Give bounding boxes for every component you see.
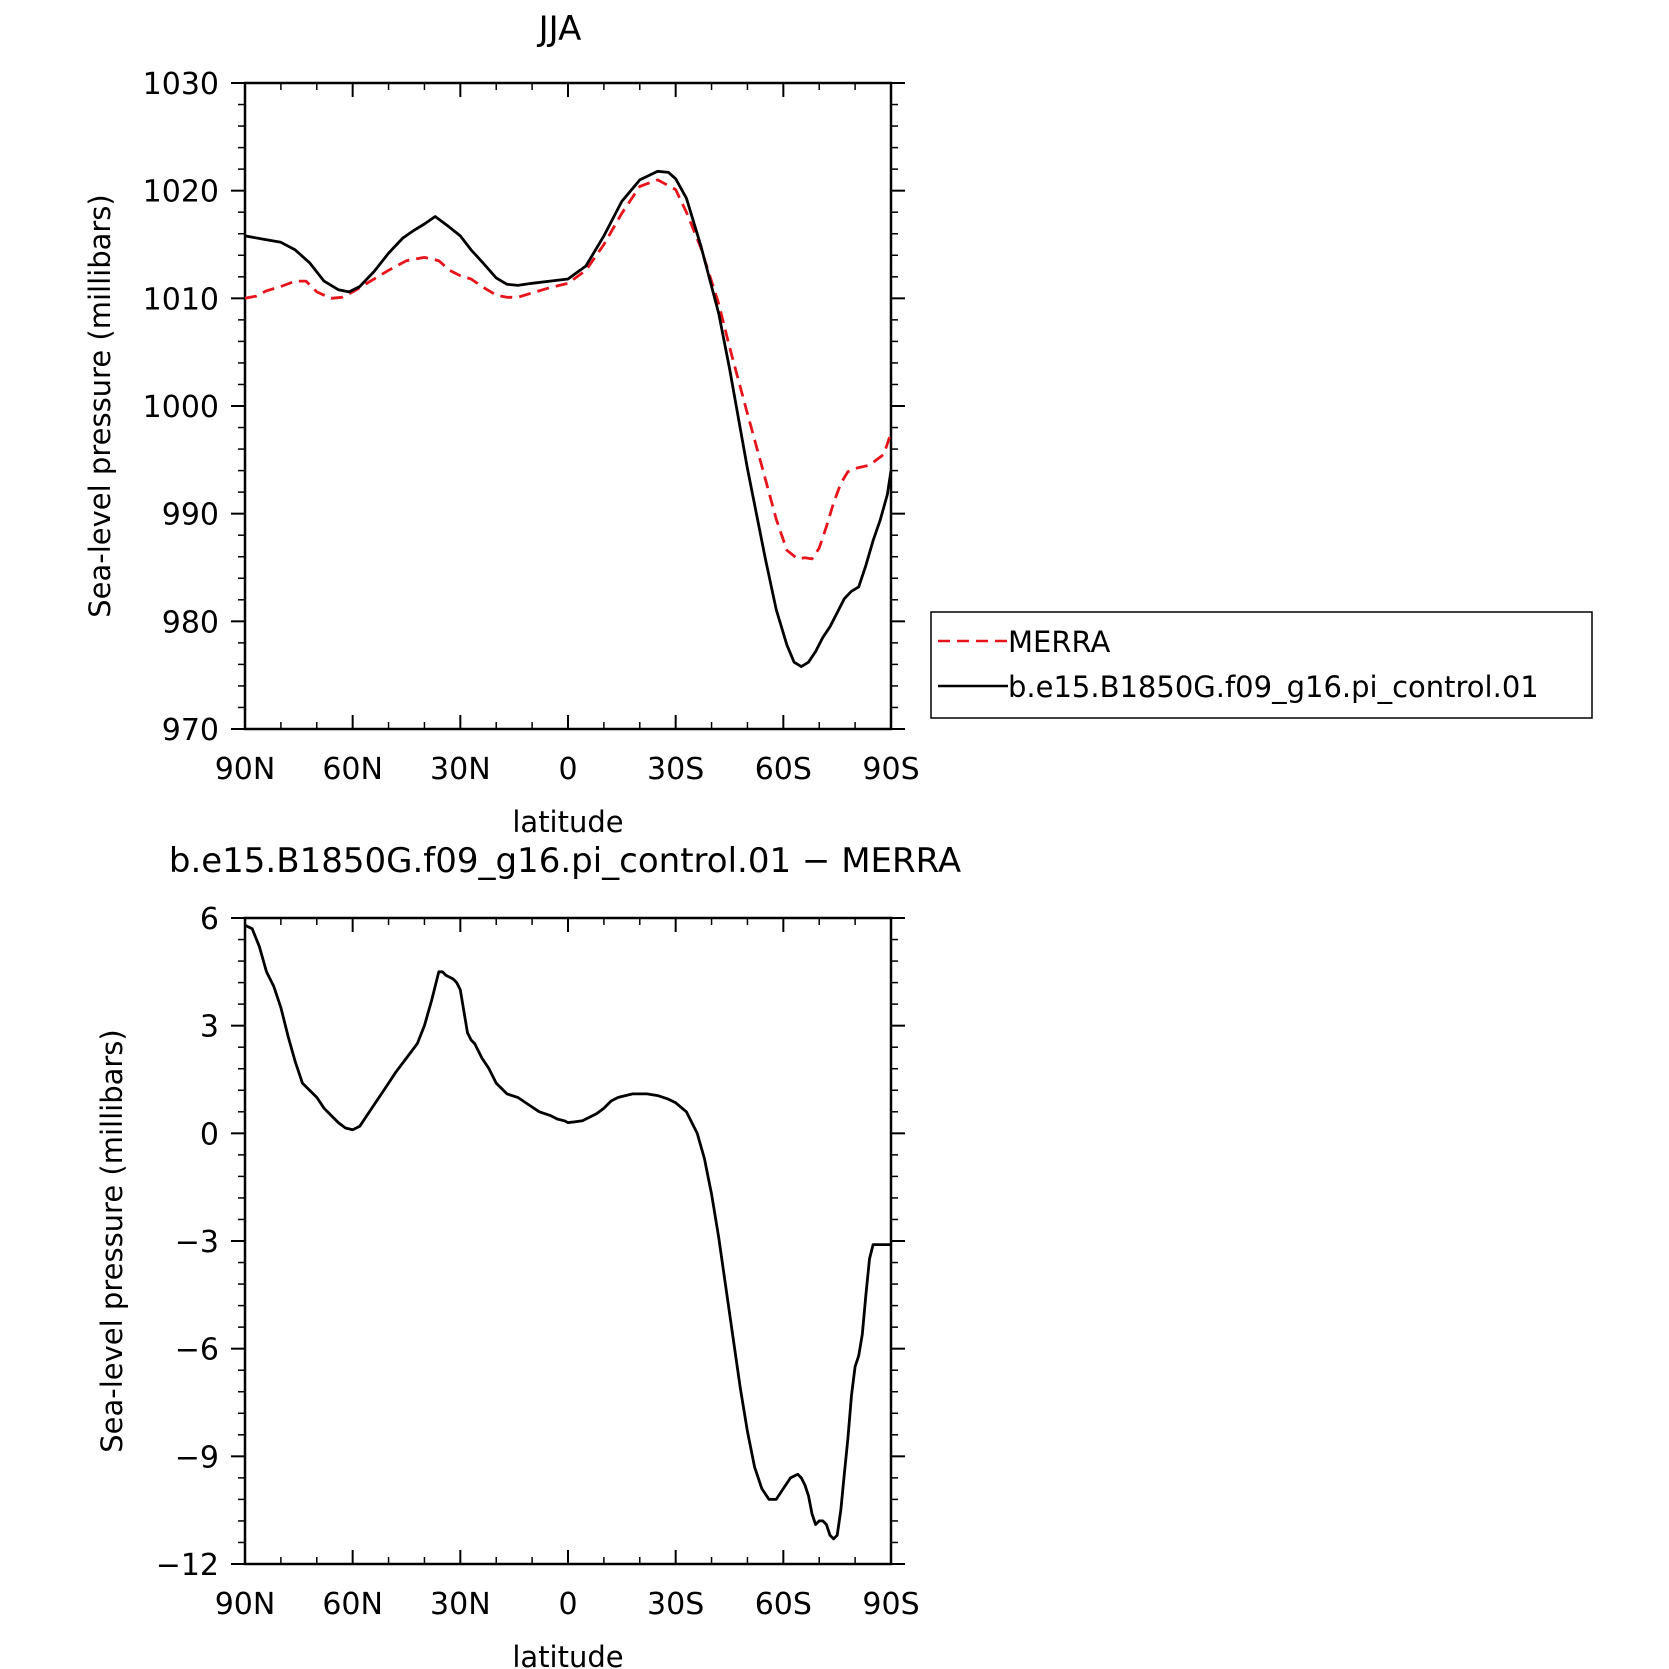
top-y-tick-label: 1000	[143, 390, 219, 425]
top-y-tick-label: 1010	[143, 282, 219, 317]
legend-label-model: b.e15.B1850G.f09_g16.pi_control.01	[1008, 670, 1539, 704]
bottom-series-line-0	[244, 923, 891, 1541]
top-x-tick-label: 60S	[755, 752, 812, 787]
top-y-tick-label: 1030	[143, 67, 219, 102]
top-x-tick-label: 90N	[215, 752, 276, 787]
bottom-x-tick-label: 30S	[647, 1587, 704, 1622]
top-series-line-0	[244, 178, 893, 561]
top-series-line-1	[244, 169, 893, 668]
bottom-y-tick-label: 6	[200, 902, 219, 937]
top-chart-title: JJA	[537, 9, 582, 49]
top-x-tick-label: 60N	[322, 752, 383, 787]
bottom-chart-title: b.e15.B1850G.f09_g16.pi_control.01 − MER…	[169, 841, 961, 881]
bottom-x-tick-label: 60S	[755, 1587, 812, 1622]
top-x-tick-label: 30S	[647, 752, 704, 787]
bottom-panel: b.e15.B1850G.f09_g16.pi_control.01 − MER…	[95, 841, 961, 1669]
top-y-tick-label: 990	[162, 498, 219, 533]
bottom-x-tick-label: 90N	[215, 1587, 276, 1622]
top-panel: JJA 90N 60N 30N 0 30S 60S 90S 970 980 990 1000 1010…	[83, 9, 920, 839]
bottom-x-tick-label: 0	[558, 1587, 577, 1622]
bottom-y-tick-label: −6	[175, 1333, 219, 1368]
top-x-tick-label: 0	[558, 752, 577, 787]
legend: MERRA b.e15.B1850G.f09_g16.pi_control.01	[930, 611, 1593, 719]
bottom-y-tick-label: −12	[156, 1548, 219, 1583]
top-plot-frame	[243, 81, 893, 731]
bottom-x-tick-label: 60N	[322, 1587, 383, 1622]
top-y-axis-label: Sea-level pressure (millibars)	[83, 194, 117, 617]
top-x-tick-label: 30N	[430, 752, 491, 787]
bottom-x-tick-label: 90S	[862, 1587, 919, 1622]
top-y-tick-label: 970	[162, 713, 219, 748]
legend-label-merra: MERRA	[1008, 625, 1110, 659]
bottom-y-tick-label: −3	[175, 1225, 219, 1260]
legend-frame	[930, 611, 1593, 719]
bottom-x-tick-label: 30N	[430, 1587, 491, 1622]
bottom-y-tick-label: 0	[200, 1117, 219, 1152]
bottom-y-tick-label: −9	[175, 1440, 219, 1475]
top-y-tick-label: 1020	[143, 175, 219, 210]
top-x-tick-label: 90S	[862, 752, 919, 787]
top-y-tick-label: 980	[162, 605, 219, 640]
bottom-x-axis-label: latitude	[512, 1640, 623, 1669]
bottom-y-axis-label: Sea-level pressure (millibars)	[95, 1029, 129, 1452]
bottom-y-tick-label: 3	[200, 1010, 219, 1045]
top-x-axis-label: latitude	[512, 805, 623, 839]
bottom-plot-frame	[243, 916, 893, 1566]
